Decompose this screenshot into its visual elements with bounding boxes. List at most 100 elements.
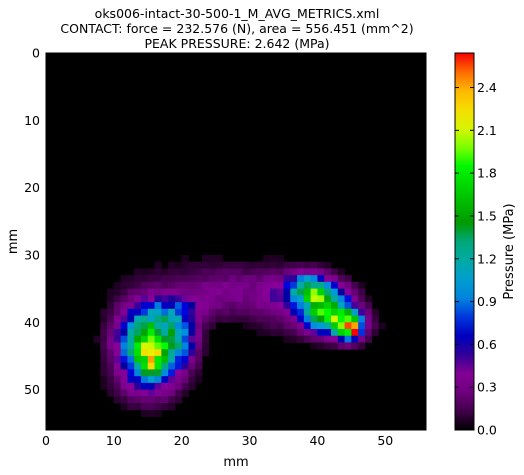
heatmap-cell: [161, 308, 169, 316]
heatmap-cell: [127, 275, 135, 283]
colorbar-tick-label: 0.3: [477, 380, 497, 395]
heatmap-cell: [331, 288, 339, 296]
heatmap-cell: [154, 382, 162, 391]
heatmap-cell: [331, 322, 339, 330]
heatmap-cell: [141, 281, 149, 290]
heatmap-cell: [188, 315, 196, 323]
heatmap-cell: [168, 369, 176, 377]
heatmap-cell: [331, 268, 339, 276]
heatmap-cell: [154, 261, 162, 269]
heatmap-cell: [174, 396, 183, 404]
heatmap-cell: [141, 396, 149, 404]
colorbar-tick-label: 1.8: [477, 166, 497, 181]
y-tick-label: 50: [24, 382, 40, 397]
heatmap-cell: [147, 308, 155, 316]
heatmap-cell: [188, 281, 196, 290]
heatmap-cell: [310, 261, 318, 269]
heatmap-cell: [141, 342, 149, 350]
heatmap-cell: [290, 322, 298, 330]
heatmap-cell: [317, 261, 325, 269]
heatmap-cell: [269, 302, 278, 310]
heatmap-cell: [202, 302, 210, 310]
heatmap-cell: [290, 315, 298, 323]
heatmap-cell: [317, 302, 325, 310]
heatmap-cell: [141, 329, 149, 337]
heatmap-cell: [134, 349, 142, 357]
heatmap-cell: [100, 315, 108, 323]
heatmap-cell: [168, 315, 176, 323]
heatmap-cell: [249, 315, 257, 323]
heatmap-cell: [147, 268, 155, 276]
heatmap-cell: [331, 342, 339, 350]
heatmap-cell: [100, 342, 108, 350]
heatmap-cell: [188, 342, 196, 350]
heatmap-cell: [229, 302, 237, 310]
heatmap-cell: [297, 288, 305, 296]
heatmap-cell: [337, 281, 345, 290]
heatmap-cell: [120, 382, 128, 391]
heatmap-cell: [195, 369, 203, 377]
heatmap-cell: [351, 315, 359, 323]
heatmap-cell: [317, 342, 325, 350]
heatmap-cell: [154, 268, 162, 276]
heatmap-cell: [249, 322, 257, 330]
heatmap-cell: [276, 275, 284, 283]
heatmap-cell: [174, 295, 183, 303]
heatmap-cell: [195, 342, 203, 350]
heatmap-cell: [188, 382, 196, 391]
chart-title-line-3: PEAK PRESSURE: 2.642 (MPa): [144, 36, 330, 51]
x-axis-ticks: 0 10 20 30 40 50: [42, 53, 393, 448]
heatmap-cell: [351, 342, 359, 350]
heatmap-cell: [364, 329, 373, 337]
heatmap-cell: [337, 308, 345, 316]
heatmap-cell: [208, 281, 217, 290]
heatmap-cell: [269, 275, 278, 283]
heatmap-cell: [290, 329, 298, 337]
heatmap-cell: [141, 403, 149, 411]
heatmap-cell: [222, 281, 230, 290]
heatmap-cell: [147, 335, 155, 343]
y-tick-label: 0: [32, 46, 40, 61]
heatmap-cell: [358, 308, 366, 316]
heatmap-cell: [113, 288, 122, 296]
heatmap-cell: [263, 254, 271, 263]
heatmap-cell: [181, 275, 189, 283]
heatmap-cell: [222, 268, 230, 276]
heatmap-cell: [269, 329, 278, 337]
heatmap-cell: [188, 369, 196, 377]
heatmap-cell: [161, 369, 169, 377]
x-axis-label: mm: [223, 455, 248, 470]
heatmap-cell: [283, 275, 291, 283]
heatmap-cell: [236, 295, 244, 303]
heatmap-cell: [331, 275, 339, 283]
heatmap-cell: [134, 362, 142, 370]
heatmap-cell: [236, 275, 244, 283]
heatmap-cell: [269, 308, 278, 316]
heatmap-cell: [256, 261, 264, 269]
heatmap-cell: [344, 295, 352, 303]
heatmap-cell: [331, 315, 339, 323]
heatmap-cell: [127, 335, 135, 343]
heatmap-cell: [290, 275, 298, 283]
heatmap-cell: [317, 335, 325, 343]
heatmap-cell: [236, 261, 244, 269]
heatmap-cell: [344, 342, 352, 350]
heatmap-cell: [202, 322, 210, 330]
heatmap-cell: [174, 275, 183, 283]
heatmap-cell: [107, 295, 115, 303]
heatmap-cell: [168, 389, 176, 397]
heatmap-cell: [141, 295, 149, 303]
y-tick-label: 30: [24, 247, 40, 262]
heatmap-cell: [181, 389, 189, 397]
heatmap-cell: [195, 302, 203, 310]
heatmap-cell: [134, 275, 142, 283]
heatmap-cell: [168, 376, 176, 384]
heatmap-cell: [147, 389, 155, 397]
heatmap-cell: [229, 295, 237, 303]
heatmap-cell: [371, 322, 379, 330]
heatmap-cell: [161, 396, 169, 404]
heatmap-cell: [263, 268, 271, 276]
heatmap-cell: [297, 275, 305, 283]
heatmap-cell: [181, 281, 189, 290]
